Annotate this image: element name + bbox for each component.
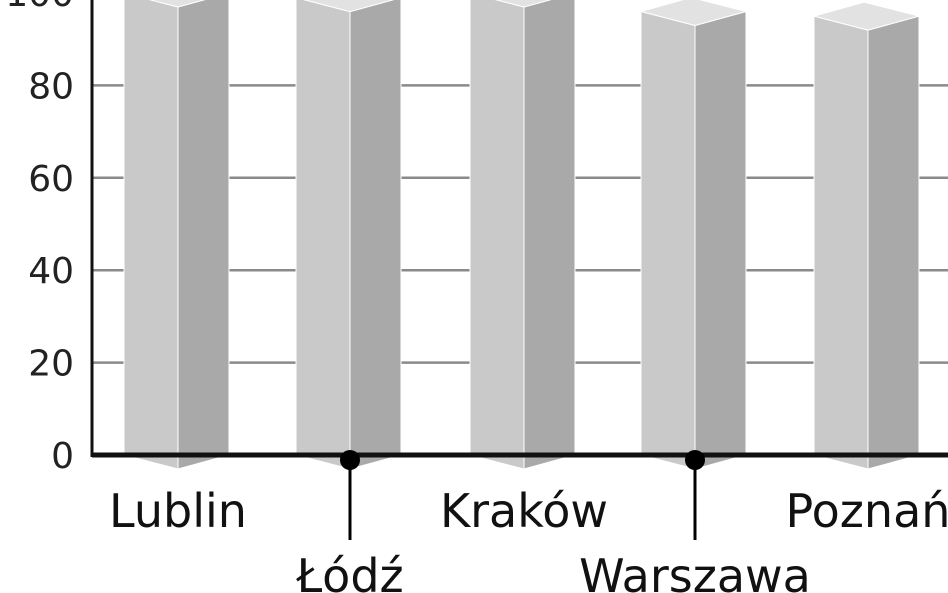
bar-front-face: [123, 0, 179, 470]
y-tick-label: 20: [28, 344, 74, 385]
labels: 0 20 40 60 80 100 Lublin Łódź Kraków Warszawa Pozn…: [5, 0, 948, 593]
bar-front-face: [640, 10, 696, 470]
bar-front-face: [295, 0, 351, 470]
y-tick-label: 100: [5, 0, 74, 15]
bar: [639, 0, 748, 470]
category-label: Warszawa: [579, 549, 811, 593]
bar: [123, 0, 230, 470]
bars: [123, 0, 921, 470]
category-label: Lublin: [109, 484, 247, 538]
bar-side-face: [694, 10, 747, 470]
bar-front-face: [469, 0, 525, 470]
category-label: Kraków: [440, 484, 608, 538]
bar-top-face: [149, 0, 206, 8]
bar-top-face: [639, 0, 748, 26]
y-tick-label: 0: [51, 436, 74, 477]
bar-side-face: [523, 0, 576, 470]
bar: [469, 0, 576, 470]
bar-side-face: [349, 0, 402, 470]
bar: [812, 1, 921, 470]
category-label: Poznań: [786, 484, 948, 538]
y-tick-label: 60: [28, 159, 74, 200]
y-tick-label: 80: [28, 66, 74, 107]
bar-side-face: [177, 0, 230, 470]
bar-top-face: [812, 1, 921, 31]
bar-side-face: [867, 15, 920, 470]
bar-top-face: [303, 0, 395, 13]
bar: [295, 0, 402, 470]
y-tick-label: 40: [28, 251, 74, 292]
axes: [90, 0, 948, 458]
bar-top-face: [495, 0, 552, 8]
category-label: Łódź: [295, 549, 403, 593]
bar-front-face: [813, 15, 869, 470]
